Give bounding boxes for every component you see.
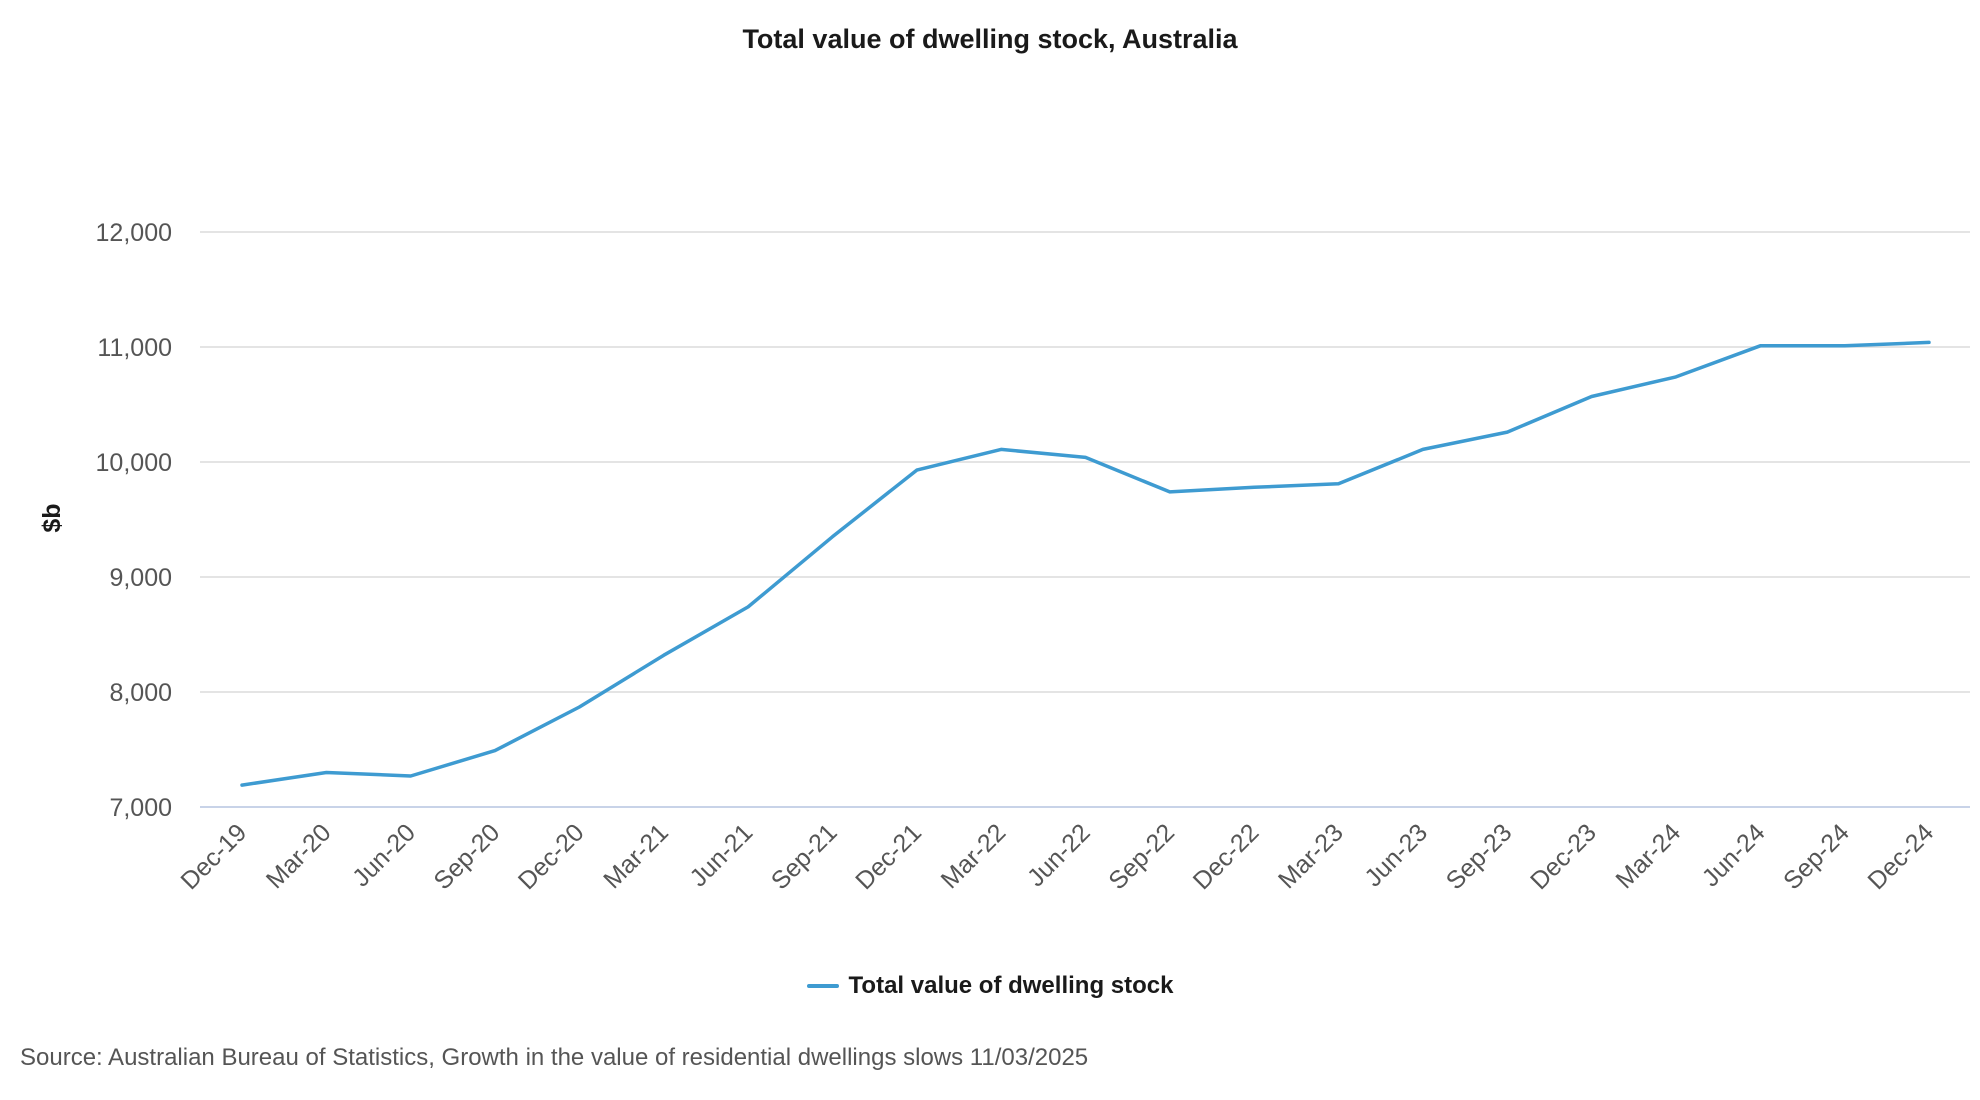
x-tick-label: Mar-24 [1610,818,1686,894]
data-point[interactable] [1757,343,1763,349]
x-tick-label: Sep-22 [1103,818,1180,895]
y-axis-label: $b [38,503,66,532]
x-tick-label: Dec-21 [850,818,927,895]
x-tick-label: Mar-21 [598,818,674,894]
data-point[interactable] [408,773,414,779]
legend-label: Total value of dwelling stock [848,972,1174,999]
x-tick-label: Mar-22 [936,818,1012,894]
data-point[interactable] [239,782,245,788]
data-point[interactable] [1251,484,1257,490]
y-tick-label: 8,000 [109,679,172,707]
x-tick-label: Sep-23 [1441,818,1518,895]
x-tick-label: Jun-23 [1359,818,1433,892]
x-tick-label: Mar-23 [1273,818,1349,894]
x-axis-ticks: Dec-19 Mar-20 Jun-20 Sep-20 Dec-20 Mar-21 Jun-… [175,818,1939,895]
y-tick-label: 10,000 [96,449,172,477]
x-tick-label: Dec-19 [175,818,252,895]
gridlines [200,231,1970,693]
data-point[interactable] [1167,489,1173,495]
x-tick-label: Sep-20 [428,818,505,895]
source-note: Source: Australian Bureau of Statistics,… [20,1044,1089,1071]
x-tick-label: Dec-22 [1188,818,1265,895]
data-point[interactable] [1926,339,1932,345]
legend-item[interactable]: Total value of dwelling stock [806,972,1174,1000]
chart-title: Total value of dwelling stock, Australia [742,24,1238,54]
data-point[interactable] [576,704,582,710]
x-tick-label: Mar-20 [261,818,337,894]
x-tick-label: Dec-20 [513,818,590,895]
y-tick-label: 11,000 [97,334,172,362]
x-tick-label: Sep-24 [1778,818,1855,895]
y-tick-label: 7,000 [109,794,172,822]
y-axis-ticks: 7,000 8,000 9,000 10,000 11,000 12,000 [96,219,172,822]
data-point[interactable] [914,467,920,473]
legend-swatch [806,984,839,988]
data-point[interactable] [661,652,667,658]
x-tick-label: Jun-22 [1022,818,1096,892]
series-line[interactable] [240,340,1931,787]
data-point[interactable] [323,770,329,776]
data-point[interactable] [1083,454,1089,460]
x-tick-label: Jun-21 [684,818,758,892]
x-tick-label: Sep-21 [766,818,843,895]
data-point[interactable] [1589,393,1595,399]
data-point[interactable] [1420,446,1426,452]
x-tick-label: Dec-23 [1525,818,1602,895]
x-tick-label: Jun-20 [347,818,421,892]
data-point[interactable] [998,446,1004,452]
data-point[interactable] [1673,374,1679,380]
data-point[interactable] [492,748,498,754]
data-point[interactable] [829,534,835,540]
x-tick-label: Jun-24 [1697,818,1771,892]
y-tick-label: 9,000 [109,564,172,592]
series-layer [239,339,1932,788]
legend: Total value of dwelling stock [0,972,1980,1000]
data-point[interactable] [1842,343,1848,349]
data-point[interactable] [1336,481,1342,487]
data-point[interactable] [745,604,751,610]
y-tick-label: 12,000 [96,219,172,247]
x-tick-label: Dec-24 [1862,818,1939,895]
data-point[interactable] [1504,429,1510,435]
